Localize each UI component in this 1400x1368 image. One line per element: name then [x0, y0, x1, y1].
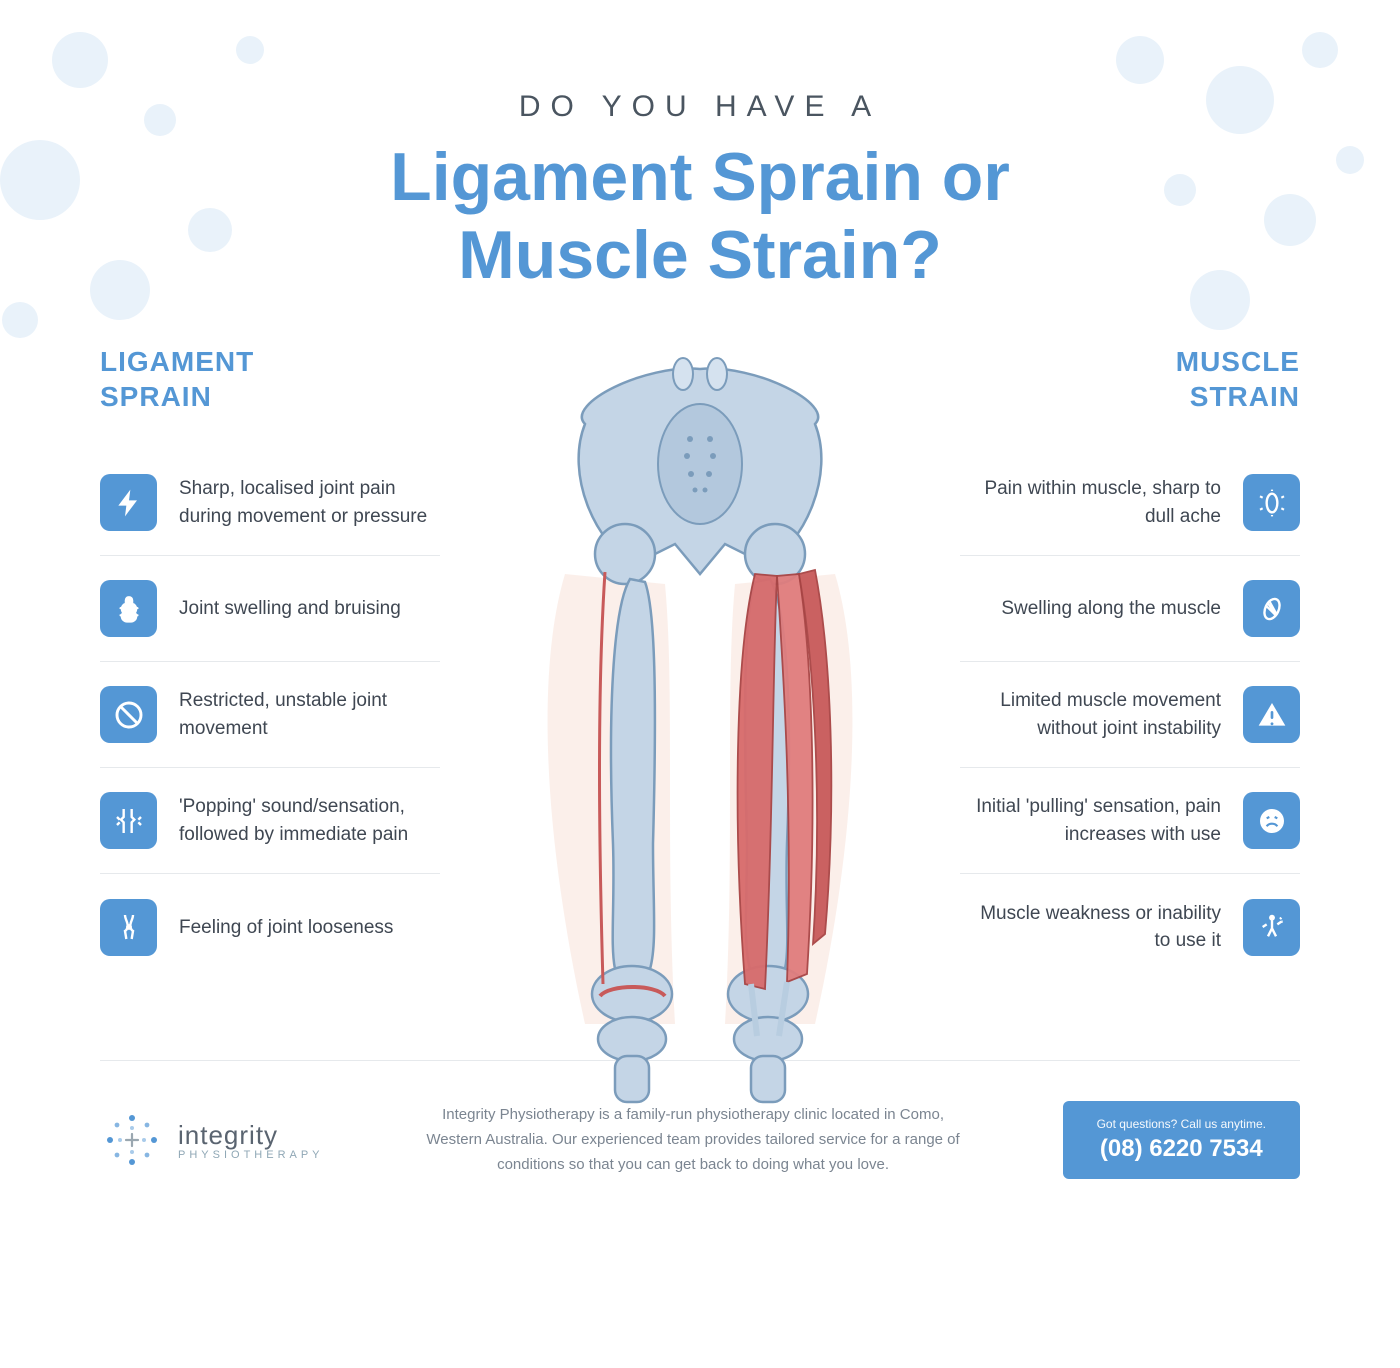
title-line-1: Ligament Sprain or: [390, 139, 1010, 215]
warn-icon: [1243, 686, 1300, 743]
right-column: MUSCLE STRAIN Pain within muscle, sharp …: [960, 344, 1300, 980]
main-title: Ligament Sprain or Muscle Strain?: [100, 138, 1300, 294]
footer-description: Integrity Physiotherapy is a family-run …: [423, 1103, 963, 1177]
logo: integrity PHYSIOTHERAPY: [100, 1108, 324, 1172]
right-item: Muscle weakness or inability to use it: [960, 874, 1300, 980]
left-item: Joint swelling and bruising: [100, 556, 440, 662]
right-item-text: Muscle weakness or inability to use it: [960, 900, 1221, 955]
left-item-text: Restricted, unstable joint movement: [179, 687, 440, 742]
title-line-2: Muscle Strain?: [458, 217, 942, 293]
pretitle: DO YOU HAVE A: [100, 90, 1300, 124]
anatomy-illustration: [450, 344, 950, 1104]
call-cta-button[interactable]: Got questions? Call us anytime. (08) 622…: [1063, 1101, 1300, 1179]
no-entry-icon: [100, 686, 157, 743]
left-item: Restricted, unstable joint movement: [100, 662, 440, 768]
right-item-text: Swelling along the muscle: [1001, 595, 1221, 623]
right-item: Limited muscle movement without joint in…: [960, 662, 1300, 768]
logo-mark-icon: [100, 1108, 164, 1172]
right-item-text: Pain within muscle, sharp to dull ache: [960, 475, 1221, 530]
right-item-text: Limited muscle movement without joint in…: [960, 687, 1221, 742]
cta-phone-number: (08) 6220 7534: [1097, 1135, 1266, 1163]
muscle-swell-icon: [1243, 580, 1300, 637]
muscle-ache-icon: [1243, 474, 1300, 531]
left-item: Feeling of joint looseness: [100, 874, 440, 980]
left-item-text: Feeling of joint looseness: [179, 914, 393, 942]
knee-loose-icon: [100, 899, 157, 956]
right-item-text: Initial 'pulling' sensation, pain increa…: [960, 793, 1221, 848]
right-item: Pain within muscle, sharp to dull ache: [960, 450, 1300, 556]
left-item-text: Sharp, localised joint pain during movem…: [179, 475, 440, 530]
left-column: LIGAMENT SPRAIN Sharp, localised joint p…: [100, 344, 440, 980]
joint-swell-icon: [100, 580, 157, 637]
left-heading: LIGAMENT SPRAIN: [100, 344, 440, 414]
knee-pop-icon: [100, 792, 157, 849]
logo-subtitle: PHYSIOTHERAPY: [178, 1149, 324, 1161]
weak-icon: [1243, 899, 1300, 956]
header: DO YOU HAVE A Ligament Sprain or Muscle …: [100, 90, 1300, 294]
face-strain-icon: [1243, 792, 1300, 849]
right-heading: MUSCLE STRAIN: [960, 344, 1300, 414]
right-item: Swelling along the muscle: [960, 556, 1300, 662]
left-item: Sharp, localised joint pain during movem…: [100, 450, 440, 556]
logo-name: integrity: [178, 1120, 324, 1151]
left-item-text: Joint swelling and bruising: [179, 595, 401, 623]
left-item-text: 'Popping' sound/sensation, followed by i…: [179, 793, 440, 848]
right-item: Initial 'pulling' sensation, pain increa…: [960, 768, 1300, 874]
bolt-icon: [100, 474, 157, 531]
cta-label: Got questions? Call us anytime.: [1097, 1117, 1266, 1131]
left-item: 'Popping' sound/sensation, followed by i…: [100, 768, 440, 874]
